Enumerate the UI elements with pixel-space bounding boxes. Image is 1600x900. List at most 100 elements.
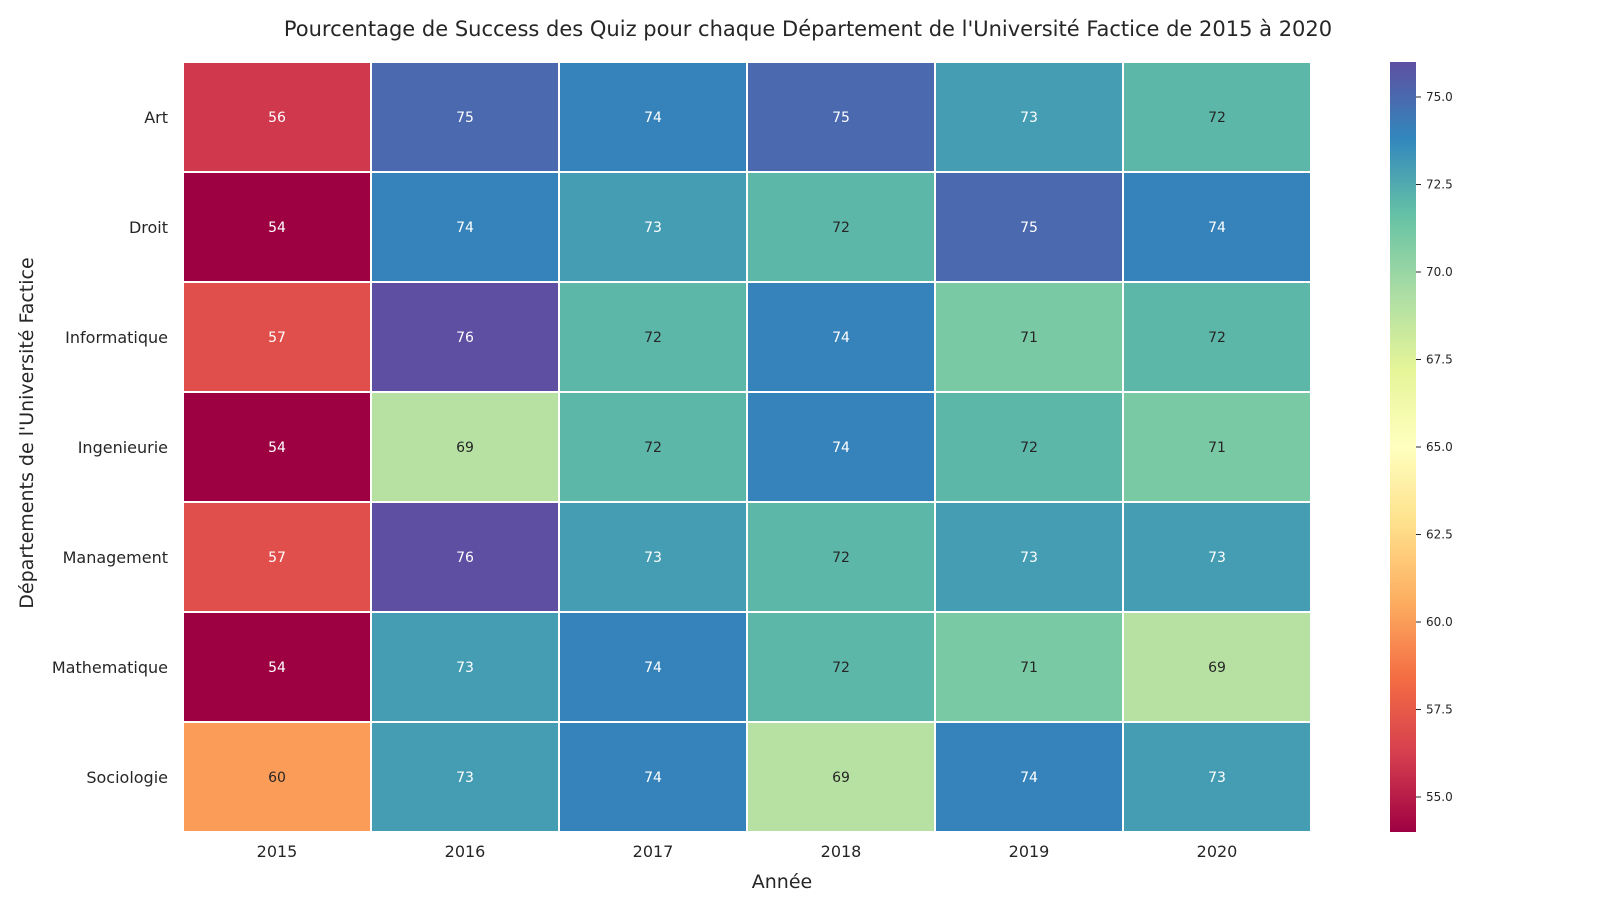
heatmap-cell	[182, 61, 372, 173]
x-tick-label: 2019	[1009, 842, 1050, 861]
colorbar-ticks: 55.0 57.5 60.0 62.5 65.0 67.5 70.0 72.5 75.0	[1416, 90, 1453, 804]
x-axis-label: Année	[752, 871, 812, 893]
heatmap-cell	[558, 501, 748, 613]
cell-value-label: 54	[268, 440, 286, 456]
x-tick-label: 2015	[257, 842, 298, 861]
heatmap-cell	[1122, 281, 1312, 393]
y-axis-ticks: Art Droit Informatique Ingenieurie Managemen…	[52, 108, 168, 787]
cell-value-label: 74	[644, 660, 662, 676]
cell-value-label: 73	[1208, 770, 1226, 786]
cell-value-label: 72	[1208, 110, 1226, 126]
heatmap-cell	[1122, 391, 1312, 503]
heatmap-cell	[370, 171, 560, 283]
heatmap-cell	[746, 391, 936, 503]
cell-value-label: 71	[1020, 660, 1038, 676]
cell-value-label: 74	[644, 110, 662, 126]
cell-value-label: 72	[832, 660, 850, 676]
heatmap-cell	[1122, 61, 1312, 173]
cell-value-label: 54	[268, 660, 286, 676]
heatmap-cell	[746, 501, 936, 613]
cell-value-label: 60	[268, 770, 286, 786]
heatmap-cell	[370, 721, 560, 833]
heatmap-cell-labels: 56 75 74 75 73 72 54 74 73 72 75 74 57 76 72 74 71 72 54 69…	[268, 110, 1226, 786]
colorbar-tick-label: 57.5	[1426, 703, 1453, 717]
heatmap-cell	[182, 391, 372, 503]
heatmap-cells	[182, 61, 1312, 833]
x-tick-label: 2016	[445, 842, 486, 861]
y-tick-label: Art	[144, 108, 168, 127]
x-tick-label: 2020	[1197, 842, 1238, 861]
heatmap-cell	[370, 391, 560, 503]
heatmap-cell	[934, 721, 1124, 833]
heatmap-cell	[1122, 721, 1312, 833]
cell-value-label: 73	[1208, 550, 1226, 566]
cell-value-label: 72	[832, 550, 850, 566]
y-tick-label: Mathematique	[52, 658, 168, 677]
heatmap-cell	[934, 281, 1124, 393]
heatmap-cell	[934, 391, 1124, 503]
cell-value-label: 74	[832, 330, 850, 346]
cell-value-label: 75	[832, 110, 850, 126]
cell-value-label: 76	[456, 550, 474, 566]
y-tick-label: Sociologie	[86, 768, 168, 787]
colorbar-tick-label: 55.0	[1426, 790, 1453, 804]
chart-title: Pourcentage de Success des Quiz pour cha…	[284, 17, 1332, 41]
cell-value-label: 76	[456, 330, 474, 346]
colorbar-tick-label: 72.5	[1426, 178, 1453, 192]
cell-value-label: 74	[832, 440, 850, 456]
cell-value-label: 73	[644, 550, 662, 566]
colorbar-tick-label: 67.5	[1426, 353, 1453, 367]
cell-value-label: 74	[1020, 770, 1038, 786]
cell-value-label: 74	[456, 220, 474, 236]
cell-value-label: 74	[1208, 220, 1226, 236]
cell-value-label: 73	[456, 770, 474, 786]
cell-value-label: 57	[268, 330, 286, 346]
cell-value-label: 71	[1208, 440, 1226, 456]
colorbar-tick-label: 65.0	[1426, 440, 1453, 454]
cell-value-label: 72	[644, 330, 662, 346]
colorbar-gradient	[1390, 62, 1416, 832]
cell-value-label: 54	[268, 220, 286, 236]
heatmap-cell	[1122, 171, 1312, 283]
cell-value-label: 69	[456, 440, 474, 456]
heatmap-cell	[558, 721, 748, 833]
y-axis-label: Départements de l'Université Factice	[16, 257, 38, 608]
y-tick-label: Droit	[129, 218, 168, 237]
cell-value-label: 73	[644, 220, 662, 236]
heatmap-cell	[746, 281, 936, 393]
colorbar: 55.0 57.5 60.0 62.5 65.0 67.5 70.0 72.5 75.0	[1390, 62, 1453, 832]
heatmap-cell	[1122, 611, 1312, 723]
x-tick-label: 2017	[633, 842, 674, 861]
heatmap-cell	[182, 721, 372, 833]
cell-value-label: 72	[1020, 440, 1038, 456]
cell-value-label: 72	[832, 220, 850, 236]
colorbar-tick-label: 62.5	[1426, 528, 1453, 542]
y-tick-label: Management	[63, 548, 168, 567]
cell-value-label: 75	[1020, 220, 1038, 236]
heatmap-cell	[182, 611, 372, 723]
cell-value-label: 57	[268, 550, 286, 566]
cell-value-label: 69	[832, 770, 850, 786]
cell-value-label: 75	[456, 110, 474, 126]
cell-value-label: 74	[644, 770, 662, 786]
heatmap-cell	[934, 501, 1124, 613]
cell-value-label: 73	[456, 660, 474, 676]
cell-value-label: 71	[1020, 330, 1038, 346]
x-tick-label: 2018	[821, 842, 862, 861]
heatmap-cell	[370, 61, 560, 173]
heatmap-cell	[370, 281, 560, 393]
x-axis-ticks: 2015 2016 2017 2018 2019 2020	[257, 842, 1238, 861]
cell-value-label: 72	[644, 440, 662, 456]
cell-value-label: 69	[1208, 660, 1226, 676]
y-tick-label: Ingenieurie	[78, 438, 168, 457]
heatmap-cell	[746, 61, 936, 173]
cell-value-label: 72	[1208, 330, 1226, 346]
heatmap-cell	[558, 61, 748, 173]
heatmap-cell	[746, 171, 936, 283]
cell-value-label: 73	[1020, 110, 1038, 126]
cell-value-label: 73	[1020, 550, 1038, 566]
y-tick-label: Informatique	[65, 328, 168, 347]
cell-value-label: 56	[268, 110, 286, 126]
heatmap-cell	[182, 501, 372, 613]
